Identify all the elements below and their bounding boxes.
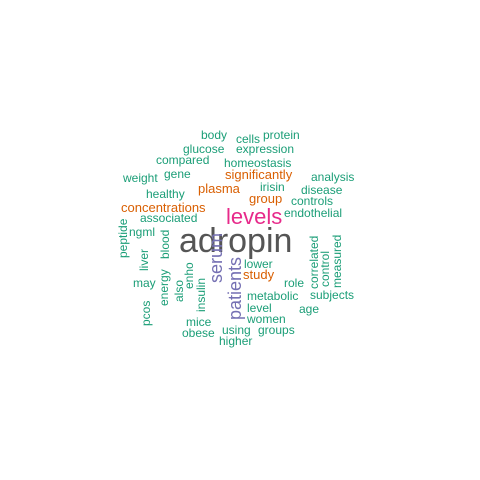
word-weight: weight xyxy=(123,171,158,185)
word-associated: associated xyxy=(140,211,198,225)
word-age: age xyxy=(299,302,320,316)
word-role: role xyxy=(284,276,305,290)
word-significantly: significantly xyxy=(225,167,293,182)
word-disease: disease xyxy=(301,183,343,197)
word-analysis: analysis xyxy=(311,170,355,184)
word-cells: cells xyxy=(236,132,261,146)
word-plasma: plasma xyxy=(198,181,240,196)
word-blood: blood xyxy=(158,229,172,259)
word-adropin: adropin xyxy=(179,222,293,260)
word-energy: energy xyxy=(157,269,171,306)
word-irisin: irisin xyxy=(260,180,285,194)
word-serum: serum xyxy=(206,232,226,283)
word-women: women xyxy=(247,312,286,326)
word-patients: patients xyxy=(225,256,245,320)
word-level: level xyxy=(247,301,272,315)
word-endothelial: endothelial xyxy=(284,206,343,220)
word-compared: compared xyxy=(156,153,210,167)
word-insulin: insulin xyxy=(194,277,208,312)
word-expression: expression xyxy=(236,142,295,156)
word-controls: controls xyxy=(291,194,334,208)
word-lower: lower xyxy=(244,257,273,271)
word-ngml: ngml xyxy=(129,225,156,239)
word-glucose: glucose xyxy=(183,142,225,156)
word-using: using xyxy=(222,323,251,337)
word-pcos: pcos xyxy=(139,300,153,326)
word-concentrations: concentrations xyxy=(121,200,206,215)
word-body: body xyxy=(201,128,228,142)
word-liver: liver xyxy=(137,248,151,271)
word-groups: groups xyxy=(258,323,295,337)
word-metabolic: metabolic xyxy=(247,289,299,303)
word-gene: gene xyxy=(164,167,191,181)
word-measured: measured xyxy=(330,234,344,288)
word-peptide: peptide xyxy=(116,218,130,258)
word-homeostasis: homeostasis xyxy=(224,156,292,170)
word-study: study xyxy=(243,267,275,282)
word-healthy: healthy xyxy=(146,187,185,201)
word-protein: protein xyxy=(263,128,300,142)
word-mice: mice xyxy=(186,315,212,329)
word-subjects: subjects xyxy=(310,288,355,302)
word-higher: higher xyxy=(219,334,253,348)
word-levels: levels xyxy=(226,204,283,229)
word-group: group xyxy=(249,191,283,206)
word-may: may xyxy=(133,276,156,290)
word-obese: obese xyxy=(182,326,215,340)
